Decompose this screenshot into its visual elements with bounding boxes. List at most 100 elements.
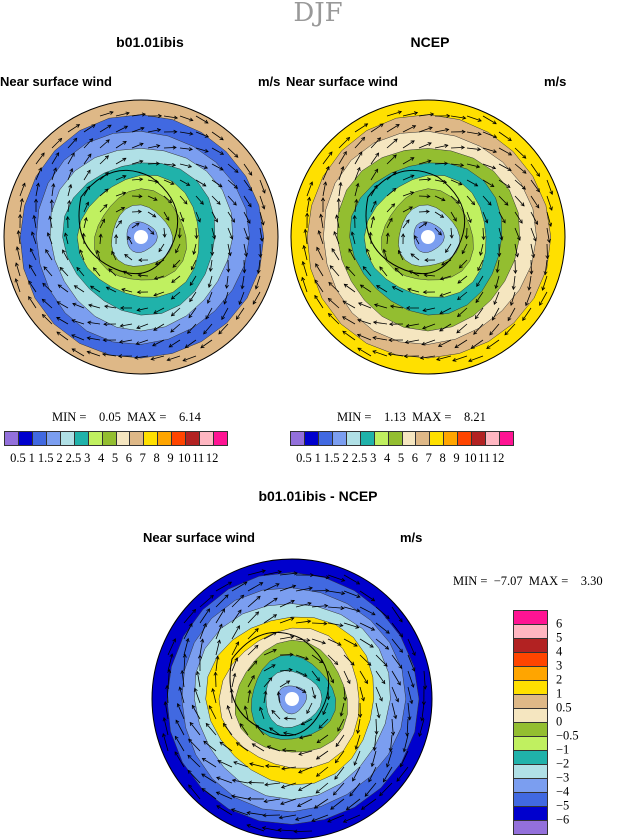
wind-vector-head bbox=[176, 702, 181, 708]
wind-vector-head bbox=[163, 701, 168, 706]
wind-vector bbox=[514, 179, 526, 190]
wind-vector-head bbox=[86, 336, 91, 341]
wind-vector bbox=[466, 195, 475, 205]
wind-vector-head bbox=[187, 329, 192, 334]
wind-vector-head bbox=[281, 748, 287, 753]
wind-vector-head bbox=[124, 253, 129, 258]
wind-vector bbox=[343, 574, 360, 585]
wind-vector bbox=[247, 611, 259, 624]
wind-vector bbox=[372, 350, 388, 357]
wind-vector-head bbox=[168, 199, 173, 204]
wind-vector bbox=[205, 723, 217, 736]
wind-vector bbox=[396, 766, 409, 782]
wind-vector bbox=[152, 339, 165, 347]
wind-vector-head bbox=[300, 721, 305, 726]
wind-vector-head bbox=[263, 799, 268, 804]
wind-vector bbox=[240, 723, 249, 736]
wind-vector bbox=[342, 316, 356, 325]
wind-vector bbox=[16, 246, 21, 261]
wind-vector-head bbox=[206, 608, 211, 613]
wind-vector-head bbox=[357, 302, 363, 307]
wind-vector-head bbox=[345, 806, 351, 811]
wind-vector-head bbox=[449, 234, 454, 239]
wind-vector bbox=[241, 275, 245, 289]
wind-vector-head bbox=[294, 817, 300, 821]
wind-vector bbox=[439, 323, 452, 332]
wind-vector bbox=[315, 263, 324, 277]
wind-vector bbox=[279, 572, 298, 576]
wind-vector-head bbox=[19, 197, 24, 203]
wind-vector-head bbox=[62, 249, 66, 254]
wind-vector bbox=[318, 230, 324, 245]
wind-vector-head bbox=[361, 136, 366, 141]
wind-vector-head bbox=[118, 219, 122, 225]
panel-title-diff: b01.01ibis - NCEP bbox=[258, 488, 378, 504]
wind-vector-head bbox=[46, 232, 51, 237]
wind-vector-head bbox=[172, 145, 177, 150]
wind-vector bbox=[354, 123, 368, 133]
wind-vector bbox=[264, 798, 281, 803]
wind-vector-head bbox=[376, 285, 381, 289]
wind-vector-head bbox=[296, 803, 302, 807]
wind-vector-head bbox=[188, 622, 193, 628]
wind-vector-head bbox=[141, 112, 147, 117]
wind-vector-head bbox=[57, 284, 62, 289]
wind-vector-head bbox=[442, 179, 448, 184]
ncep-subtitle: Near surface wind bbox=[286, 74, 398, 89]
wind-vector-head bbox=[154, 179, 160, 184]
wind-vector-head bbox=[393, 138, 398, 143]
wind-vector bbox=[318, 718, 329, 729]
wind-vector bbox=[215, 594, 229, 608]
wind-vector-head bbox=[182, 653, 187, 658]
wind-vector bbox=[193, 243, 197, 255]
wind-vector-head bbox=[474, 315, 479, 320]
colorbar-label: 4 bbox=[384, 451, 391, 465]
wind-vector bbox=[195, 131, 209, 138]
wind-vector-head bbox=[216, 776, 221, 781]
wind-vector bbox=[115, 192, 126, 197]
wind-vector-head bbox=[203, 330, 208, 335]
wind-vector bbox=[301, 277, 308, 293]
wind-vector bbox=[216, 777, 233, 784]
wind-vector-head bbox=[545, 255, 550, 260]
wind-vector-head bbox=[117, 354, 123, 359]
wind-vector-head bbox=[152, 342, 157, 347]
wind-vector-head bbox=[246, 810, 251, 815]
wind-vector-head bbox=[121, 191, 127, 196]
wind-vector-head bbox=[261, 826, 266, 831]
wind-vector-head bbox=[103, 203, 108, 209]
wind-vector-head bbox=[320, 197, 326, 202]
wind-vector-head bbox=[221, 315, 225, 321]
wind-vector bbox=[434, 162, 448, 165]
wind-vector bbox=[386, 188, 397, 197]
wind-vector-head bbox=[413, 111, 419, 116]
wind-vector bbox=[391, 702, 397, 719]
wind-vector-head bbox=[290, 599, 295, 604]
wind-vector-head bbox=[28, 280, 32, 285]
wind-vector bbox=[221, 307, 229, 320]
colorbar-label: −2 bbox=[556, 756, 570, 771]
wind-vector-head bbox=[340, 166, 345, 171]
wind-vector bbox=[386, 171, 397, 181]
wind-vector-head bbox=[543, 271, 548, 276]
wind-vector-head bbox=[206, 299, 211, 304]
wind-vector-head bbox=[43, 266, 48, 271]
wind-vector-head bbox=[172, 263, 177, 268]
wind-vector-head bbox=[315, 263, 319, 268]
wind-vector bbox=[373, 321, 388, 325]
colorbar-box bbox=[18, 432, 33, 445]
wind-vector-head bbox=[324, 603, 329, 608]
wind-vector-head bbox=[136, 290, 141, 295]
wind-vector bbox=[398, 250, 404, 261]
wind-vector-head bbox=[356, 166, 361, 172]
wind-vector-head bbox=[298, 787, 303, 791]
wind-vector bbox=[263, 677, 273, 688]
wind-vector bbox=[115, 157, 127, 165]
wind-vector bbox=[383, 249, 388, 261]
wind-vector bbox=[223, 723, 233, 736]
wind-vector-head bbox=[358, 713, 363, 719]
wind-vector-head bbox=[340, 606, 345, 611]
colorbar-label: 5 bbox=[397, 451, 405, 465]
wind-vector bbox=[514, 211, 523, 224]
wind-vector bbox=[311, 638, 326, 644]
